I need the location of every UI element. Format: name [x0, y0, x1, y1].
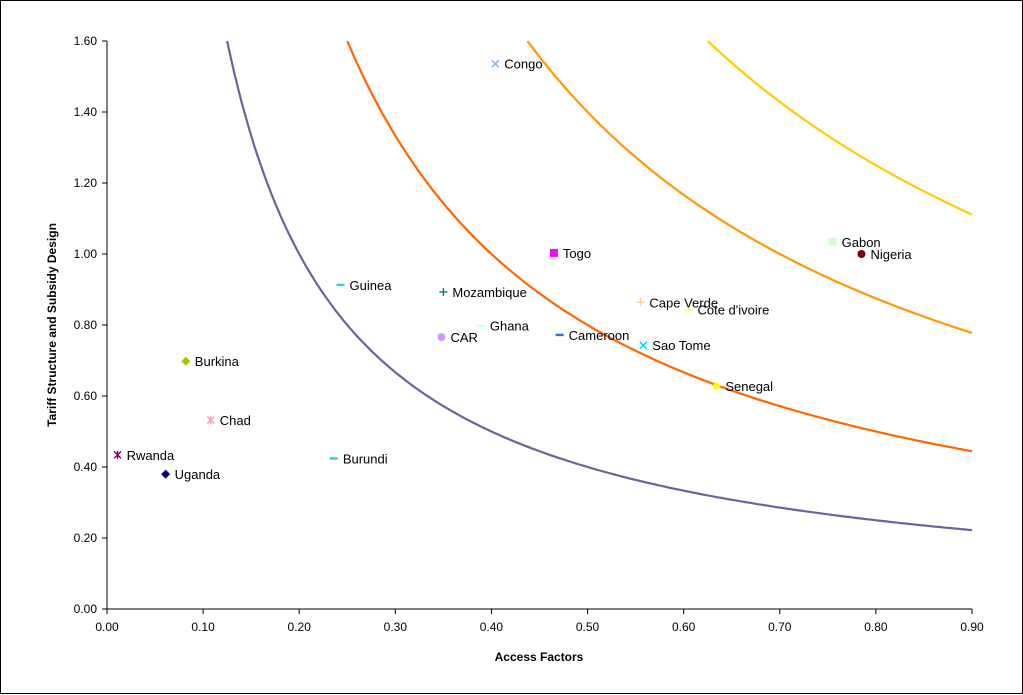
data-point: Togo — [549, 246, 591, 261]
point-label: Mozambique — [452, 285, 526, 300]
iso-curves — [226, 40, 973, 532]
x-axis-title: Access Factors — [495, 650, 584, 664]
y-tick-label: 1.40 — [74, 105, 98, 119]
x-tick-label: 0.80 — [864, 620, 888, 634]
y-tick-label: 0.60 — [74, 389, 98, 403]
point-label: Togo — [563, 246, 591, 261]
point-marker — [437, 333, 446, 342]
y-tick-label: 0.80 — [74, 318, 98, 332]
y-tick-label: 1.20 — [74, 176, 98, 190]
data-point: Rwanda — [113, 448, 175, 463]
point-marker — [439, 287, 448, 296]
data-point: Sao Tome — [639, 338, 711, 353]
point-label: Cameroon — [569, 328, 630, 343]
point-label: Rwanda — [127, 448, 175, 463]
point-label: Senegal — [725, 379, 773, 394]
y-axis-title: Tariff Structure and Subsidy Design — [45, 223, 59, 427]
point-marker — [113, 450, 122, 459]
x-tick-label: 0.50 — [576, 620, 600, 634]
iso-curve — [226, 40, 973, 532]
data-point: Burkina — [181, 354, 240, 369]
point-label: Burundi — [343, 451, 388, 466]
point-label: Burkina — [195, 354, 240, 369]
point-marker — [684, 308, 693, 311]
data-point: Cape Verde — [636, 295, 718, 310]
x-ticks: 0.00 0.10 0.20 0.30 0.40 0.50 0.60 0.70 0.80 0.90 — [95, 609, 984, 634]
data-point: Guinea — [336, 278, 393, 293]
point-marker — [329, 457, 338, 460]
point-label: Guinea — [350, 278, 393, 293]
point-label: Nigeria — [870, 247, 912, 262]
x-tick-label: 0.90 — [960, 620, 984, 634]
y-tick-label: 0.40 — [74, 460, 98, 474]
x-tick-label: 0.00 — [95, 620, 119, 634]
point-marker — [181, 356, 191, 366]
data-point: Senegal — [711, 379, 773, 394]
data-point: Gabon — [828, 235, 881, 250]
data-point: Congo — [491, 57, 543, 72]
point-marker — [491, 59, 500, 68]
point-marker — [206, 416, 215, 425]
data-point: Nigeria — [857, 247, 912, 262]
point-label: Cote d'ivoire — [697, 303, 769, 318]
point-label: Uganda — [175, 467, 221, 482]
point-marker — [476, 324, 485, 327]
data-point: Ghana — [476, 319, 530, 334]
data-point: Cameroon — [555, 328, 630, 343]
point-label: Congo — [504, 57, 542, 72]
point-marker — [828, 237, 837, 246]
point-label: Sao Tome — [652, 338, 710, 353]
iso-curve — [346, 40, 973, 453]
y-tick-label: 1.00 — [74, 247, 98, 261]
point-label: Cape Verde — [649, 295, 718, 310]
point-label: Ghana — [490, 319, 530, 334]
point-marker — [711, 381, 721, 391]
point-label: Gabon — [842, 235, 881, 250]
x-tick-label: 0.60 — [672, 620, 696, 634]
point-marker — [857, 250, 866, 258]
point-marker — [161, 469, 171, 479]
point-label: Chad — [220, 413, 251, 428]
data-point: Burundi — [329, 451, 388, 466]
axes — [106, 41, 972, 610]
y-tick-label: 1.60 — [74, 34, 98, 48]
data-point: Cote d'ivoire — [684, 303, 769, 318]
y-tick-label: 0.20 — [74, 531, 98, 545]
x-tick-label: 0.20 — [288, 620, 312, 634]
point-marker — [555, 333, 564, 337]
x-tick-label: 0.70 — [768, 620, 792, 634]
y-ticks: 0.00 0.20 0.40 0.60 0.80 1.00 1.20 1.40 1.60 — [74, 34, 107, 616]
point-marker — [549, 248, 558, 257]
point-marker — [636, 298, 645, 307]
data-point: Uganda — [161, 467, 221, 482]
point-marker — [336, 283, 345, 287]
iso-curve — [526, 40, 973, 334]
x-tick-label: 0.40 — [480, 620, 504, 634]
y-tick-label: 0.00 — [74, 602, 98, 616]
point-marker — [639, 341, 648, 350]
data-point: CAR — [437, 330, 478, 345]
data-point: Chad — [206, 413, 251, 428]
iso-curve — [706, 40, 973, 216]
point-label: CAR — [450, 330, 477, 345]
x-tick-label: 0.30 — [384, 620, 408, 634]
x-tick-label: 0.10 — [191, 620, 215, 634]
data-point: Mozambique — [439, 285, 527, 300]
